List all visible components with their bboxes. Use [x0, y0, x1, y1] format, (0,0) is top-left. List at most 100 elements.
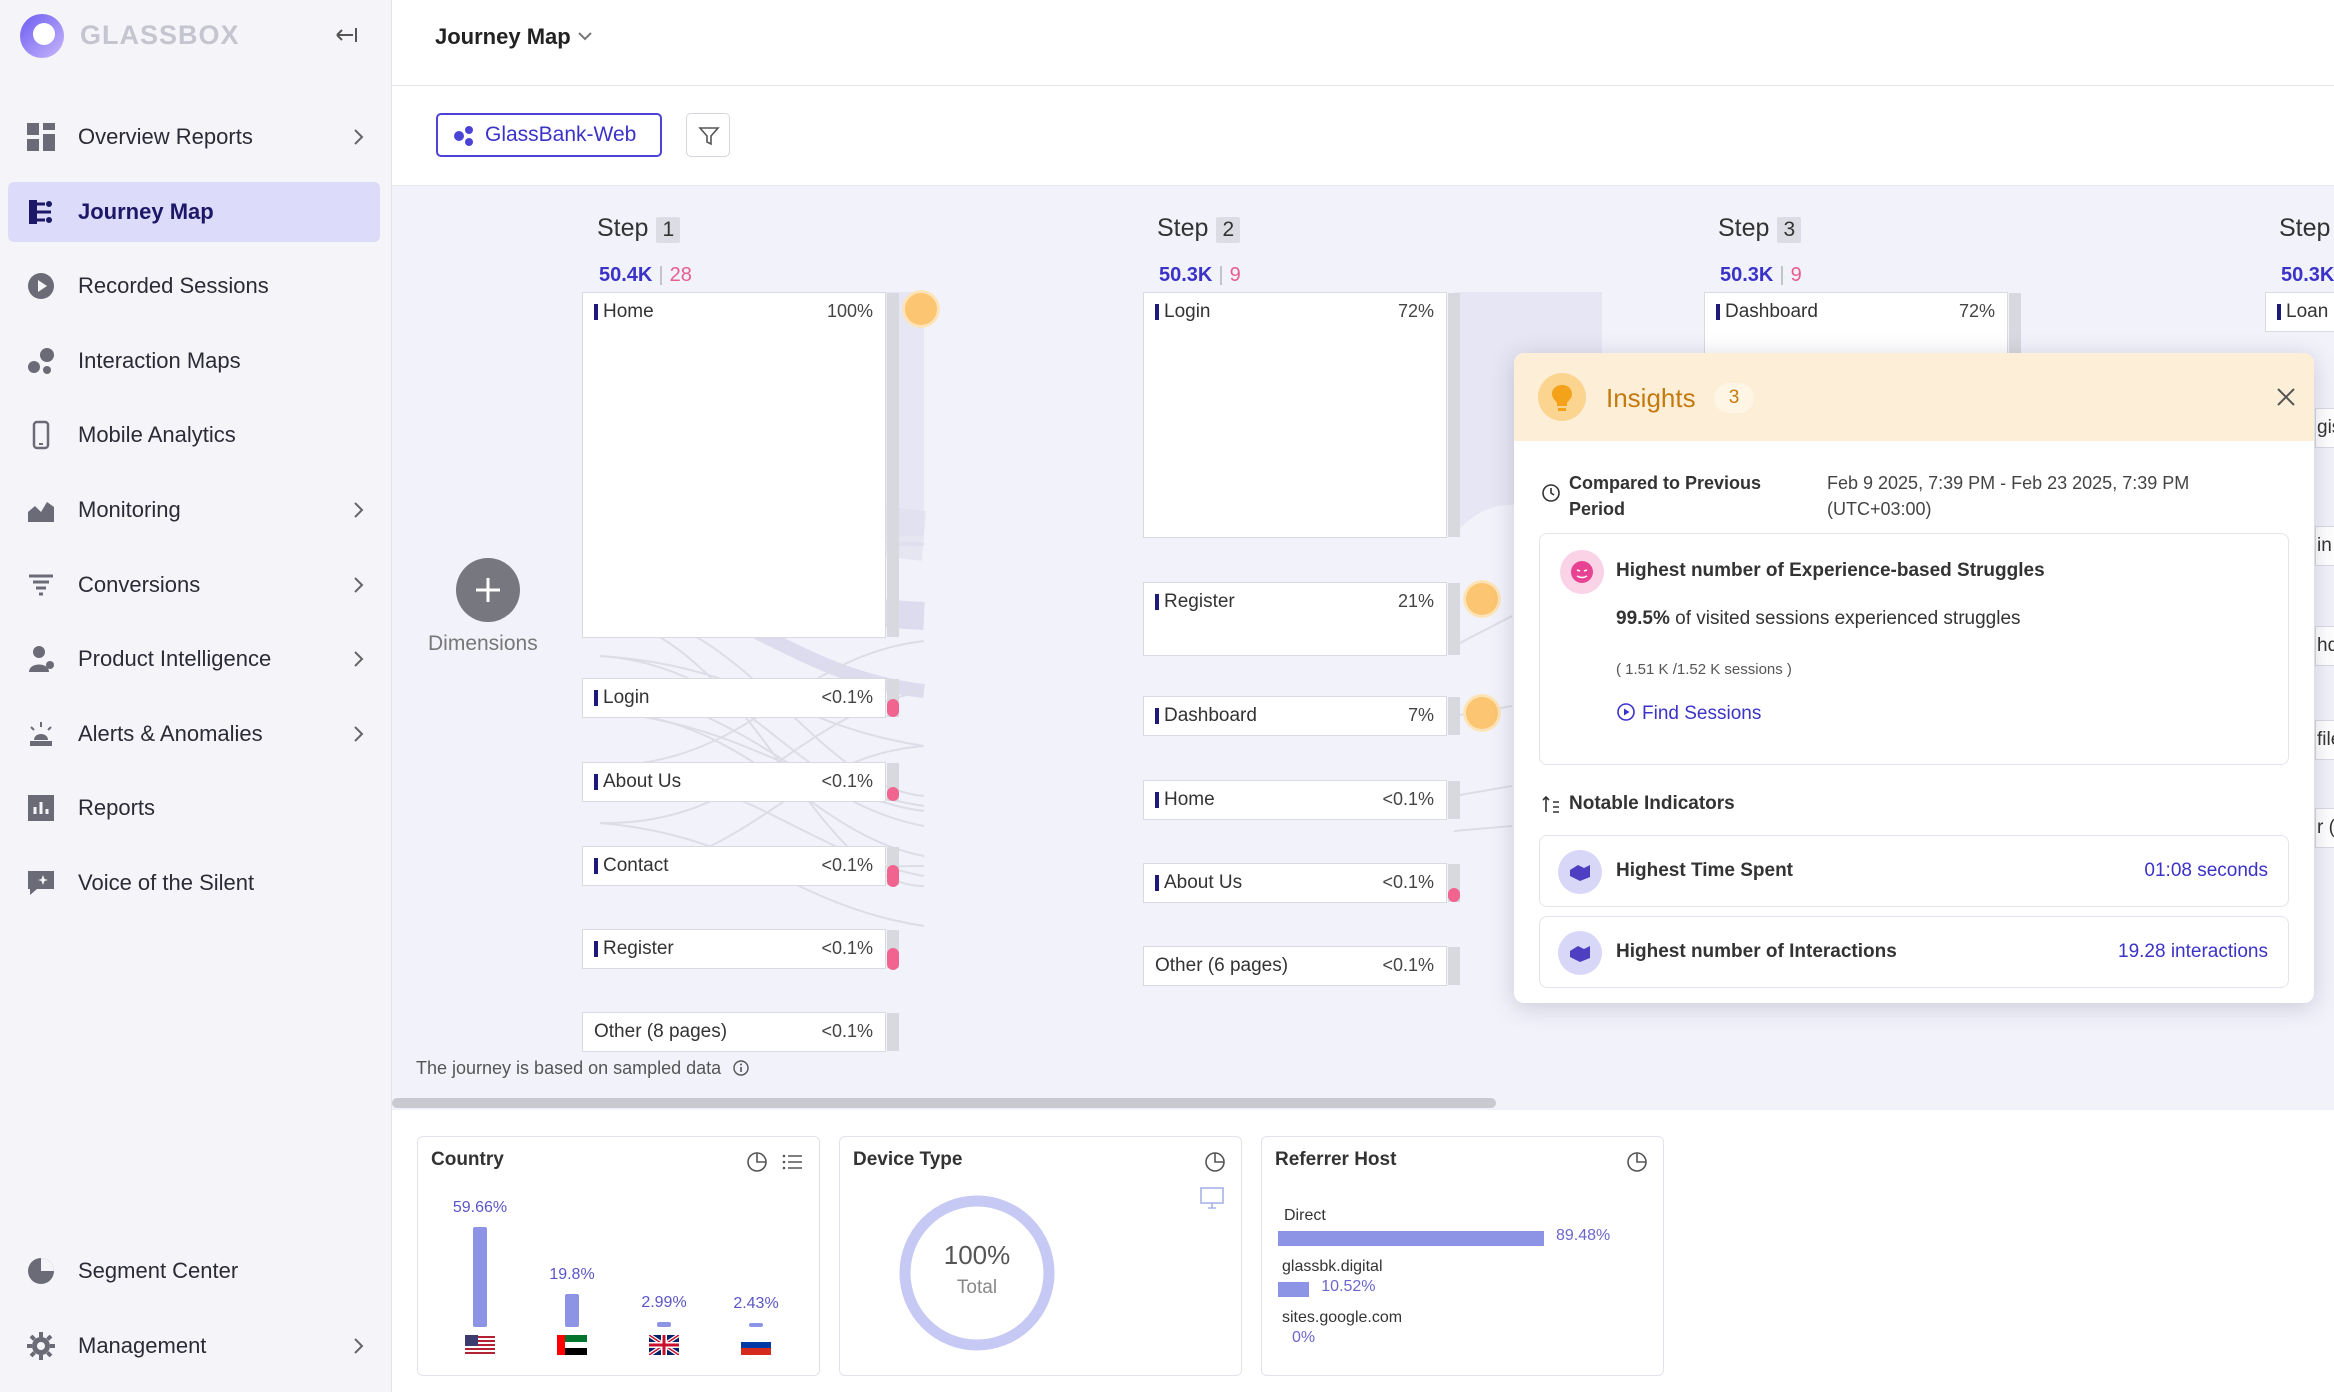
- collapse-sidebar-icon[interactable]: [333, 22, 359, 48]
- step4-node-fragment[interactable]: r (: [2315, 808, 2334, 848]
- sidebar-item-label: Interaction Maps: [78, 347, 241, 373]
- chevron-right-icon[interactable]: [346, 573, 370, 597]
- step4-node-loan[interactable]: Loan p: [2265, 292, 2334, 332]
- referrer-bar[interactable]: [1278, 1282, 1310, 1297]
- step2-node-about-us[interactable]: About Us <0.1%: [1143, 863, 1460, 903]
- step1-node-about-us[interactable]: About Us <0.1%: [582, 762, 899, 802]
- struggle-face-icon: [1560, 550, 1604, 594]
- sidebar-item-management[interactable]: Management: [8, 1316, 380, 1376]
- play-circle-icon: [28, 273, 54, 300]
- step4-node-fragment[interactable]: gist: [2315, 408, 2334, 448]
- step1-node-login[interactable]: Login <0.1%: [582, 678, 899, 718]
- sidebar-item-voice-of-the-silent[interactable]: Voice of the Silent: [8, 853, 380, 913]
- sidebar-item-label: Monitoring: [78, 497, 181, 522]
- node-pct: 100%: [826, 301, 873, 321]
- insight-bulb-marker[interactable]: [1466, 697, 1498, 729]
- sidebar-item-label: Product Intelligence: [78, 646, 272, 672]
- app-name: GLASSBOX: [80, 20, 240, 50]
- step2-node-dashboard[interactable]: Dashboard 7%: [1143, 696, 1460, 736]
- node-accent: [1155, 792, 1159, 808]
- step4-node-fragment[interactable]: hd: [2315, 626, 2334, 666]
- country-bar[interactable]: [565, 1293, 579, 1327]
- step4-node-fragment[interactable]: in: [2315, 526, 2334, 566]
- struggle-marker[interactable]: [887, 787, 899, 801]
- chevron-right-icon[interactable]: [346, 125, 370, 149]
- sidebar-item-overview-reports[interactable]: Overview Reports: [8, 107, 380, 167]
- info-icon[interactable]: [732, 1059, 750, 1077]
- step-3-header: Step 3: [1718, 214, 1802, 243]
- sidebar-item-label: Voice of the Silent: [78, 870, 255, 895]
- struggle-marker[interactable]: [1448, 888, 1460, 902]
- insight-bulb-marker[interactable]: [905, 293, 937, 325]
- donut-slice[interactable]: [899, 1195, 1055, 1351]
- desktop-monitor-icon: [1200, 1187, 1224, 1209]
- app-chip-label: GlassBank-Web: [485, 123, 637, 146]
- node-pct: 72%: [1397, 301, 1434, 321]
- country-bar[interactable]: [657, 1321, 671, 1327]
- step2-node-register[interactable]: Register 21%: [1143, 582, 1460, 656]
- sidebar-item-interaction-maps[interactable]: Interaction Maps: [8, 331, 380, 391]
- list-icon[interactable]: [780, 1149, 806, 1175]
- insight-bulb-marker[interactable]: [1466, 583, 1498, 615]
- indicators-sort-icon: [1542, 795, 1559, 813]
- pie-segment-icon: [28, 1258, 54, 1284]
- sidebar-item-product-intelligence[interactable]: Product Intelligence: [8, 629, 380, 689]
- referrer-bar[interactable]: [1278, 1231, 1544, 1246]
- struggle-session-count: ( 1.51 K /1.52 K sessions ): [1616, 661, 1792, 678]
- step1-node-home[interactable]: Home 100%: [582, 292, 899, 638]
- compared-date-range: Feb 9 2025, 7:39 PM - Feb 23 2025, 7:39 …: [1827, 473, 2190, 519]
- country-bar[interactable]: [473, 1227, 487, 1327]
- node-label: Register: [603, 938, 674, 959]
- step2-node-home[interactable]: Home <0.1%: [1143, 780, 1460, 820]
- sidebar-item-mobile-analytics[interactable]: Mobile Analytics: [8, 405, 380, 465]
- sidebar-item-recorded-sessions[interactable]: Recorded Sessions: [8, 256, 380, 316]
- node-pct: <0.1%: [821, 855, 873, 875]
- toolbar: GlassBank-Web: [392, 86, 2334, 186]
- chevron-right-icon[interactable]: [346, 647, 370, 671]
- indicator-card[interactable]: Highest Time Spent 01:08 seconds: [1539, 835, 2289, 907]
- page-title[interactable]: Journey Map: [435, 24, 571, 49]
- find-sessions-button[interactable]: Find Sessions: [1616, 702, 1761, 725]
- sidebar-item-label: Alerts & Anomalies: [78, 720, 263, 746]
- chevron-right-icon[interactable]: [346, 498, 370, 522]
- add-dimension-button[interactable]: [456, 558, 520, 622]
- sidebar-item-reports[interactable]: Reports: [8, 778, 380, 838]
- page-header: Journey Map: [392, 0, 2334, 86]
- filter-button[interactable]: [686, 113, 730, 157]
- close-icon[interactable]: [2274, 385, 2298, 409]
- chevron-right-icon[interactable]: [346, 722, 370, 746]
- sidebar-item-alerts-anomalies[interactable]: Alerts & Anomalies: [8, 704, 380, 764]
- person-icon: [29, 646, 54, 673]
- node-label: Contact: [603, 855, 669, 876]
- step2-node-other[interactable]: Other (6 pages) <0.1%: [1143, 946, 1460, 986]
- step2-node-login[interactable]: Login 72%: [1143, 292, 1460, 538]
- node-volume-bar: [887, 293, 899, 637]
- sidebar-item-conversions[interactable]: Conversions: [8, 555, 380, 615]
- struggle-marker[interactable]: [887, 865, 899, 887]
- step4-node-fragment[interactable]: file: [2315, 720, 2334, 760]
- chevron-right-icon[interactable]: [346, 1334, 370, 1358]
- country-bar-label: 19.8%: [549, 1265, 595, 1283]
- gear-icon: [27, 1331, 55, 1360]
- pie-chart-icon[interactable]: [744, 1149, 770, 1175]
- step1-node-other[interactable]: Other (8 pages) <0.1%: [582, 1012, 899, 1052]
- step-4-stats: 50.3K: [2281, 264, 2334, 286]
- step1-node-register[interactable]: Register <0.1%: [582, 929, 899, 970]
- pie-chart-icon[interactable]: [1624, 1149, 1650, 1175]
- struggle-marker[interactable]: [887, 948, 899, 970]
- app-selector-chip[interactable]: GlassBank-Web: [436, 113, 662, 157]
- indicator-card[interactable]: Highest number of Interactions 19.28 int…: [1539, 916, 2289, 988]
- chevron-down-icon[interactable]: [575, 26, 595, 46]
- sidebar-item-segment-center[interactable]: Segment Center: [8, 1241, 380, 1301]
- sidebar-item-journey-map[interactable]: Journey Map: [8, 181, 380, 242]
- country-bar[interactable]: [749, 1322, 763, 1327]
- step1-node-contact[interactable]: Contact <0.1%: [582, 846, 899, 887]
- pie-chart-icon[interactable]: [1202, 1149, 1228, 1175]
- node-label: Other (6 pages): [1155, 955, 1289, 976]
- node-label: Home: [603, 301, 654, 322]
- glassbox-logo-icon: [20, 14, 64, 58]
- horizontal-scrollbar[interactable]: [392, 1098, 1496, 1108]
- sidebar-item-monitoring[interactable]: Monitoring: [8, 480, 380, 540]
- struggle-marker[interactable]: [887, 699, 899, 717]
- node-volume-bar: [1448, 293, 1460, 537]
